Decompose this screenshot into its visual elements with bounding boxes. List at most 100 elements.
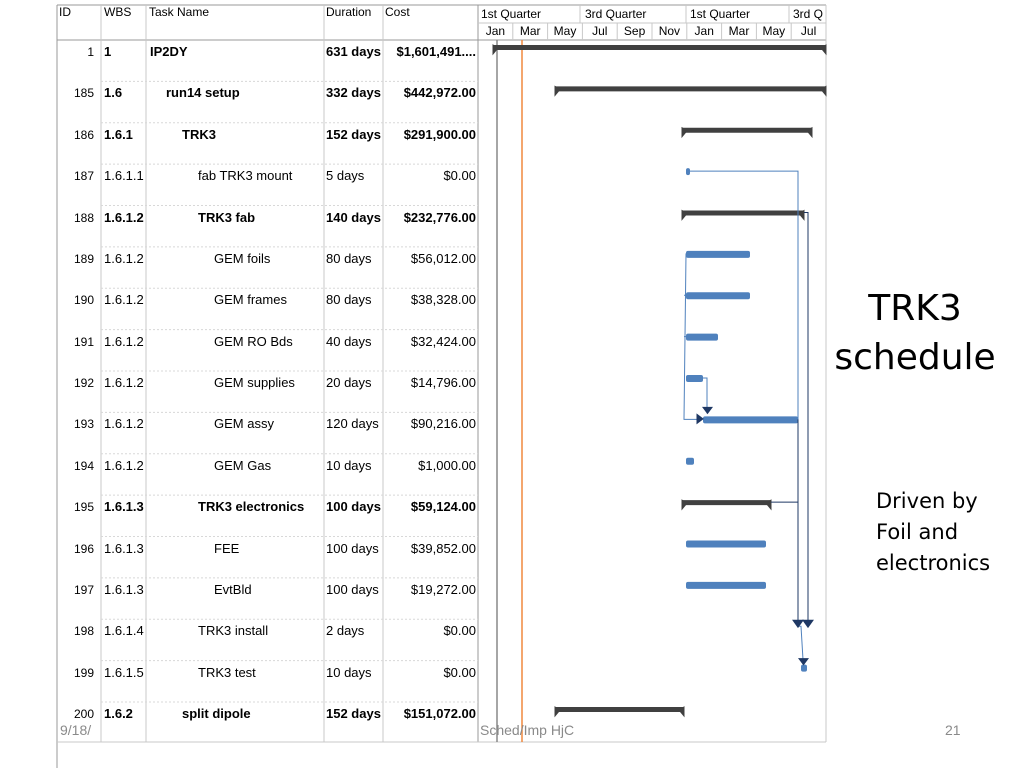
task-bar[interactable] [686,168,690,176]
table-row[interactable]: 1 1 IP2DY 631 days $1,601,491.... [57,42,478,83]
task-duration: 332 days [326,85,381,101]
table-row[interactable]: 187 1.6.1.1 fab TRK3 mount 5 days $0.00 [57,166,478,207]
task-duration: 2 days [326,623,365,639]
task-duration: 10 days [326,457,372,473]
table-row[interactable]: 186 1.6.1 TRK3 152 days $291,900.00 [57,125,478,166]
task-wbs: 1.6.1.4 [104,623,144,639]
task-duration: 5 days [326,168,365,184]
table-row[interactable]: 200 1.6.2 split dipole 152 days $151,072.00 [57,704,478,745]
task-duration: 20 days [326,375,372,390]
task-bar[interactable] [801,664,807,672]
header-cost[interactable]: Cost [385,5,410,19]
month-label: Mar [519,24,541,38]
task-bar[interactable] [686,581,766,589]
summary-bar[interactable] [555,707,684,712]
task-bar[interactable] [703,416,798,424]
task-wbs: 1.6.1.2 [104,416,144,432]
summary-bar-end-icon [554,85,561,97]
task-bar[interactable] [686,457,694,465]
table-row[interactable]: 191 1.6.1.2 GEM RO Bds 40 days $32,424.00 [57,332,478,373]
task-cost: $0.00 [443,664,476,680]
task-duration: 10 days [326,664,372,680]
task-cost: $232,776.00 [403,209,476,225]
task-cost: $1,601,491.... [396,44,476,59]
table-row[interactable]: 197 1.6.1.3 EvtBld 100 days $19,272.00 [57,580,478,621]
summary-bar[interactable] [555,86,826,92]
quarter-label: 1st Quarter [481,7,542,21]
task-cost: $442,972.00 [403,85,476,101]
task-id: 188 [73,210,94,225]
month-label: Jul [800,24,817,38]
note-line: electronics [876,551,991,575]
table-row[interactable]: 193 1.6.1.2 GEM assy 120 days $90,216.00 [57,414,478,455]
table-row[interactable]: 185 1.6 run14 setup 332 days $442,972.00 [57,83,478,124]
task-id: 194 [73,458,94,473]
task-wbs: 1.6.1.2 [104,209,144,225]
table-row[interactable]: 195 1.6.1.3 TRK3 electronics 100 days $59,12… [57,497,478,538]
task-duration: 152 days [326,706,381,721]
summary-bar[interactable] [682,210,804,216]
task-wbs: 1.6.1.3 [104,581,144,597]
task-name: TRK3 [182,126,216,142]
task-cost: $32,424.00 [410,333,476,349]
dependency-link [804,212,809,623]
task-name: TRK3 electronics [198,499,305,515]
summary-bar[interactable] [682,127,812,133]
task-duration: 120 days [326,416,379,432]
summary-bar-end-icon [492,44,499,56]
task-id: 186 [73,127,94,142]
table-row[interactable]: 190 1.6.1.2 GEM frames 80 days $38,328.00 [57,290,478,331]
task-id: 187 [73,169,94,184]
summary-bar-end-icon [678,706,685,718]
table-row[interactable]: 199 1.6.1.5 TRK3 test 10 days $0.00 [57,663,478,704]
dependency-link [690,170,799,623]
footer-center: Sched/Imp HjC [480,722,575,738]
table-row[interactable]: 188 1.6.1.2 TRK3 fab 140 days $232,776.00 [57,208,478,249]
table-row[interactable]: 194 1.6.1.2 GEM Gas 10 days $1,000.00 [57,456,478,497]
task-duration: 631 days [326,44,381,59]
summary-bar-end-icon [554,706,561,718]
quarter-label: 3rd Q [793,7,824,21]
task-wbs: 1.6.1.2 [104,457,144,473]
table-row[interactable]: 196 1.6.1.3 FEE 100 days $39,852.00 [57,539,478,580]
task-name: fab TRK3 mount [198,168,293,184]
page-number: 21 [945,722,961,738]
header-task-name[interactable]: Task Name [149,5,210,19]
table-row[interactable]: 192 1.6.1.2 GEM supplies 20 days $14,796.00 [57,373,478,414]
task-wbs: 1.6.1 [104,126,133,142]
table-row[interactable]: 189 1.6.1.2 GEM foils 80 days $56,012.00 [57,249,478,290]
table-row[interactable]: 198 1.6.1.4 TRK3 install 2 days $0.00 [57,621,478,662]
task-id: 198 [73,624,94,639]
month-label: Sep [623,24,646,38]
task-wbs: 1.6.1.1 [104,168,144,184]
quarter-label: 3rd Quarter [585,7,647,21]
task-id: 192 [73,376,94,390]
task-name: IP2DY [150,44,188,59]
task-id: 191 [73,334,94,349]
arrow-head-icon [798,658,809,666]
task-id: 195 [73,500,94,515]
header-wbs[interactable]: WBS [104,5,132,19]
task-id: 1 [87,45,94,59]
task-wbs: 1.6.1.2 [104,333,144,349]
task-name: GEM Gas [214,457,272,473]
task-duration: 80 days [326,292,372,308]
task-duration: 100 days [326,581,379,597]
summary-bar-end-icon [798,209,805,221]
summary-bar[interactable] [493,45,826,50]
task-name: EvtBld [214,581,252,597]
summary-bar-end-icon [765,499,772,511]
header-id[interactable]: ID [59,5,71,19]
task-bar[interactable] [686,292,750,300]
month-label: May [762,24,786,38]
task-bar[interactable] [686,333,718,341]
task-wbs: 1.6.1.5 [104,664,144,680]
summary-bar[interactable] [682,500,771,506]
task-id: 189 [73,251,94,266]
task-bar[interactable] [686,540,766,548]
arrow-head-icon [802,619,814,629]
header-duration[interactable]: Duration [326,5,372,19]
task-bar[interactable] [686,375,703,382]
task-duration: 140 days [326,209,381,225]
